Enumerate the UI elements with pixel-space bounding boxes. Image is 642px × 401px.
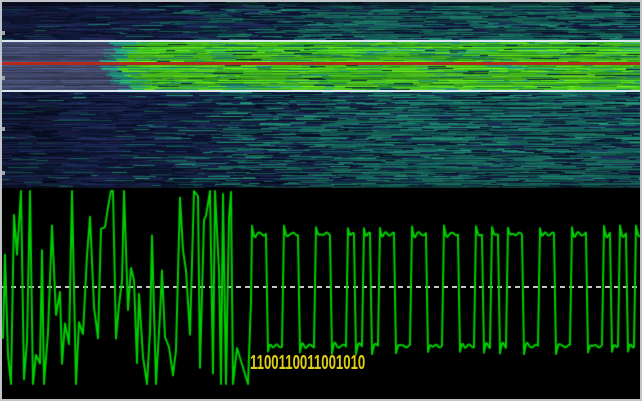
decoded-bits-label: 1100110011001010 xyxy=(250,352,366,374)
waveform-canvas[interactable] xyxy=(2,188,640,399)
amplitude-plot-panel[interactable]: 1100110011001010 xyxy=(2,188,640,399)
splitter-tick xyxy=(2,127,5,131)
band-edge-top-handle[interactable] xyxy=(2,40,640,42)
splitter-tick xyxy=(2,31,5,35)
splitter-tick xyxy=(2,171,5,175)
spectrogram-panel[interactable] xyxy=(2,2,640,188)
spectrogram-canvas[interactable] xyxy=(2,2,640,188)
band-edge-bottom-handle[interactable] xyxy=(2,90,640,92)
splitter-tick xyxy=(2,76,5,80)
center-frequency-handle[interactable] xyxy=(2,62,640,65)
